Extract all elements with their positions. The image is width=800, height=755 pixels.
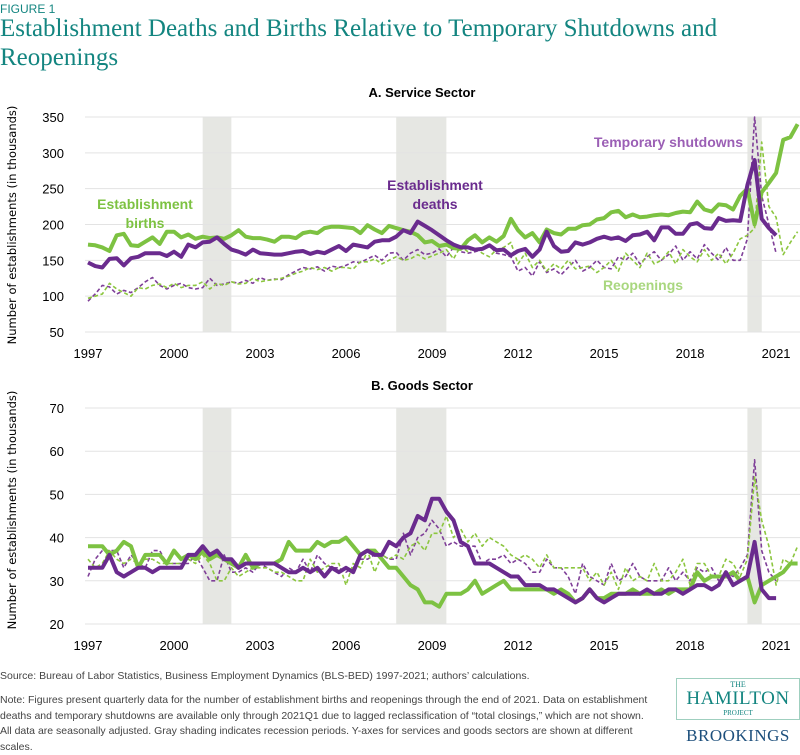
x-tick-label: 2009 xyxy=(418,638,447,653)
y-tick-label: 30 xyxy=(50,574,64,589)
label-shutdowns: Temporary shutdowns xyxy=(594,134,743,150)
label-births-line1: Establishment xyxy=(97,196,193,212)
x-tick-label: 2015 xyxy=(590,638,619,653)
y-axis-title: Number of establishments (in thousands) xyxy=(5,391,19,630)
figure-label: FIGURE 1 xyxy=(0,2,56,16)
y-tick-label: 200 xyxy=(42,218,64,233)
x-tick-label: 2021 xyxy=(762,638,791,653)
panel-title: B. Goods Sector xyxy=(371,378,473,393)
y-tick-label: 150 xyxy=(42,253,64,268)
y-tick-label: 50 xyxy=(50,487,64,502)
x-tick-label: 2012 xyxy=(504,346,533,361)
panel-goods-sector: B. Goods Sector Number of establishments… xyxy=(5,378,800,653)
label-deaths-line1: Establishment xyxy=(387,177,483,193)
y-tick-label: 20 xyxy=(50,617,64,632)
note-text: Note: Figures present quarterly data for… xyxy=(0,694,648,753)
y-tick-label: 350 xyxy=(42,110,64,125)
x-tick-label: 2006 xyxy=(332,346,361,361)
y-tick-label: 50 xyxy=(50,325,64,340)
series-line-establishment-deaths xyxy=(87,158,778,270)
series-line-reopenings xyxy=(87,141,799,300)
x-tick-label: 2006 xyxy=(332,638,361,653)
x-tick-label: 2003 xyxy=(246,346,275,361)
y-tick-label: 70 xyxy=(50,401,64,416)
series-line-establishment-deaths xyxy=(88,496,777,605)
chart-area: A. Service Sector Number of establishmen… xyxy=(5,85,800,653)
hamilton-brookings-logo: THE HAMILTON PROJECT BROOKINGS xyxy=(676,678,800,746)
y-axis-title: Number of establishments (in thousands) xyxy=(5,106,19,345)
recession-shading xyxy=(202,408,232,624)
x-tick-label: 2015 xyxy=(590,346,619,361)
panel-title: A. Service Sector xyxy=(369,85,476,100)
y-tick-label: 40 xyxy=(50,531,64,546)
label-reopenings: Reopenings xyxy=(603,277,683,293)
figure-title: Establishment Deaths and Births Relative… xyxy=(0,15,718,71)
x-tick-label: 2021 xyxy=(762,346,791,361)
y-tick-label: 60 xyxy=(50,444,64,459)
x-tick-label: 2018 xyxy=(676,346,705,361)
series-line-establishment-births xyxy=(87,123,800,253)
y-axis-title-line: Number of establishments (in thousands) xyxy=(5,106,19,345)
x-tick-label: 2009 xyxy=(418,346,447,361)
logo-project: PROJECT xyxy=(723,709,753,717)
y-tick-label: 300 xyxy=(42,146,64,161)
logo-the: THE xyxy=(730,680,746,689)
label-births-line2: births xyxy=(126,215,165,231)
series-line-reopenings xyxy=(87,476,799,591)
y-axis-title-line: Number of establishments (in thousands) xyxy=(5,391,19,630)
source-text: Source: Bureau of Labor Statistics, Busi… xyxy=(0,670,530,682)
y-tick-label: 100 xyxy=(42,289,64,304)
x-tick-label: 2003 xyxy=(246,638,275,653)
x-tick-label: 1997 xyxy=(74,346,103,361)
series-line-temporary-shutdowns xyxy=(87,116,777,302)
x-tick-label: 2012 xyxy=(504,638,533,653)
x-tick-label: 2000 xyxy=(160,346,189,361)
chart-background xyxy=(85,407,800,625)
panel-service-sector: A. Service Sector Number of establishmen… xyxy=(5,85,800,361)
x-tick-label: 1997 xyxy=(74,638,103,653)
y-tick-label: 250 xyxy=(42,182,64,197)
logo-brookings: BROOKINGS xyxy=(686,726,790,745)
x-tick-label: 2000 xyxy=(160,638,189,653)
x-tick-label: 2018 xyxy=(676,638,705,653)
logo-hamilton: HAMILTON xyxy=(686,688,790,709)
label-deaths-line2: deaths xyxy=(412,196,457,212)
